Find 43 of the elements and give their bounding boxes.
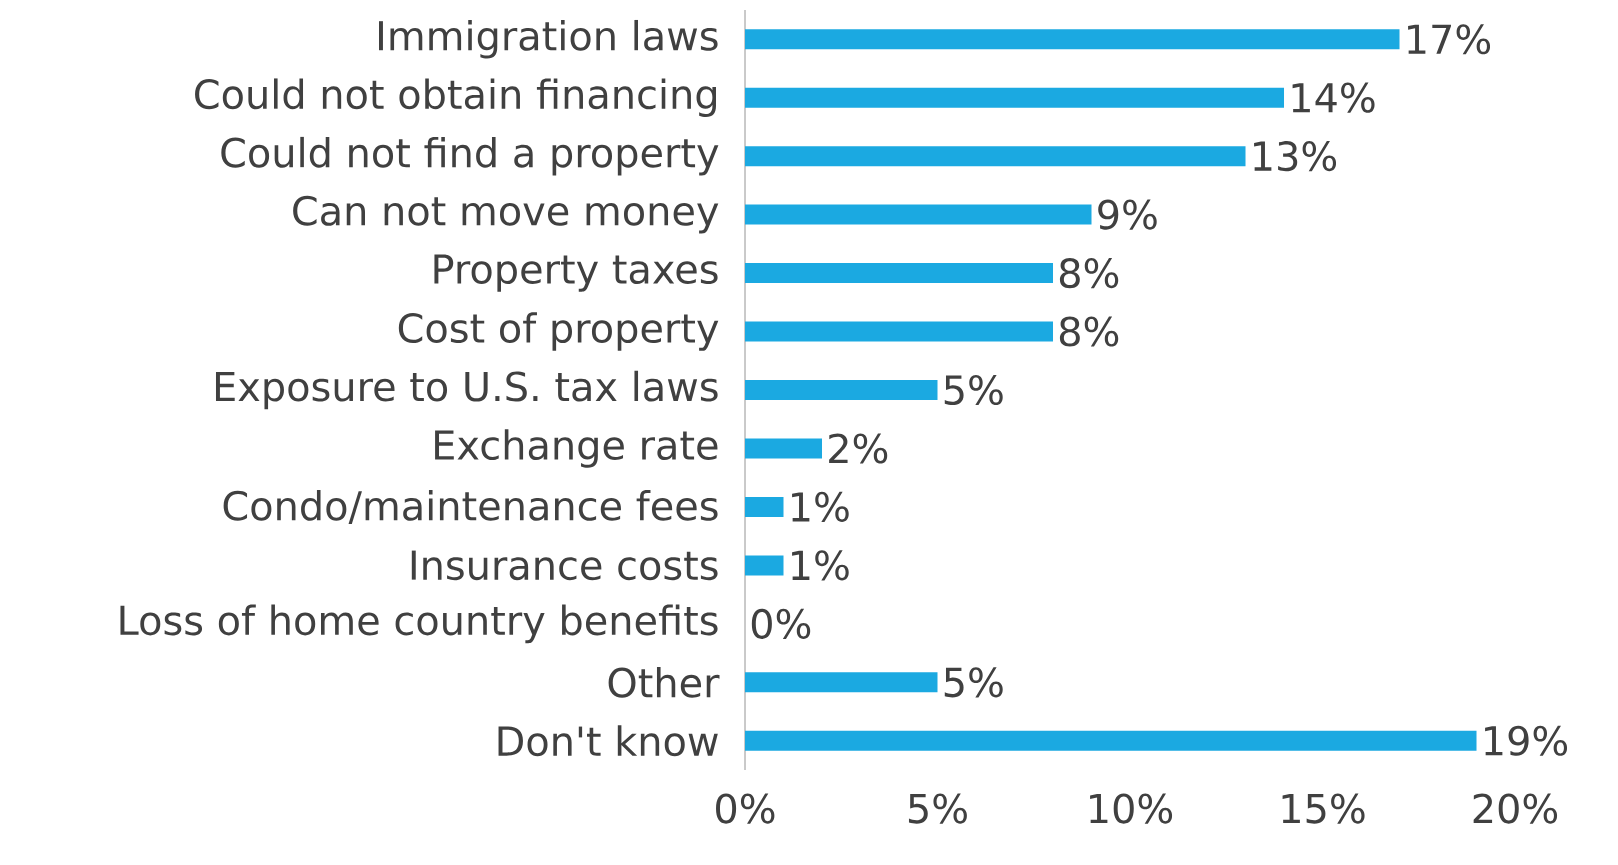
data-label: 14% [1292, 82, 1375, 113]
y-tick-label: Immigration laws [379, 19, 718, 59]
data-label: 19% [1485, 725, 1568, 756]
bar [745, 29, 1400, 50]
data-label: 5% [944, 667, 1003, 698]
data-label: 8% [1059, 316, 1119, 347]
y-tick-label: Other [608, 666, 720, 698]
y-tick-label: Cost of property [398, 312, 719, 351]
data-label: 5% [944, 374, 1003, 406]
y-tick-label: Don't know [498, 725, 718, 757]
y-tick-label: Insurance costs [411, 550, 718, 581]
bar [745, 87, 1285, 108]
x-tick-label: 20% [1473, 793, 1558, 824]
x-tick-label: 10% [1090, 793, 1173, 824]
x-tick-label: 5% [908, 793, 967, 824]
y-tick-label: Loss of home country benefits [120, 604, 718, 644]
data-label: 9% [1098, 199, 1157, 230]
y-tick-label: Could not obtain financing [195, 78, 716, 117]
bar [745, 496, 784, 517]
bar [745, 146, 1246, 167]
data-label: 2% [829, 433, 888, 464]
bar [745, 438, 822, 459]
data-label: 8% [1059, 258, 1119, 289]
data-label: 13% [1254, 141, 1337, 172]
y-tick-label: Property taxes [434, 254, 718, 292]
bar [745, 204, 1092, 225]
x-tick-label: 0% [716, 793, 775, 824]
data-label: 1% [792, 550, 849, 581]
x-tick-label: 15% [1282, 793, 1365, 824]
bar [745, 730, 1477, 751]
bar [745, 555, 784, 576]
data-label: 0% [751, 608, 811, 639]
y-tick-label: Exchange rate [435, 429, 718, 468]
bar [745, 263, 1053, 284]
y-tick-label: Exposure to U.S. tax laws [215, 370, 718, 410]
bar [745, 321, 1053, 342]
bar [745, 380, 938, 400]
bar [745, 672, 938, 693]
data-label: 17% [1408, 24, 1491, 55]
data-label: 1% [792, 491, 849, 522]
y-tick-label: Can not move money [293, 195, 719, 234]
y-tick-label: Condo/maintenance fees [223, 489, 718, 524]
y-tick-label: Could not find a property [221, 136, 719, 176]
